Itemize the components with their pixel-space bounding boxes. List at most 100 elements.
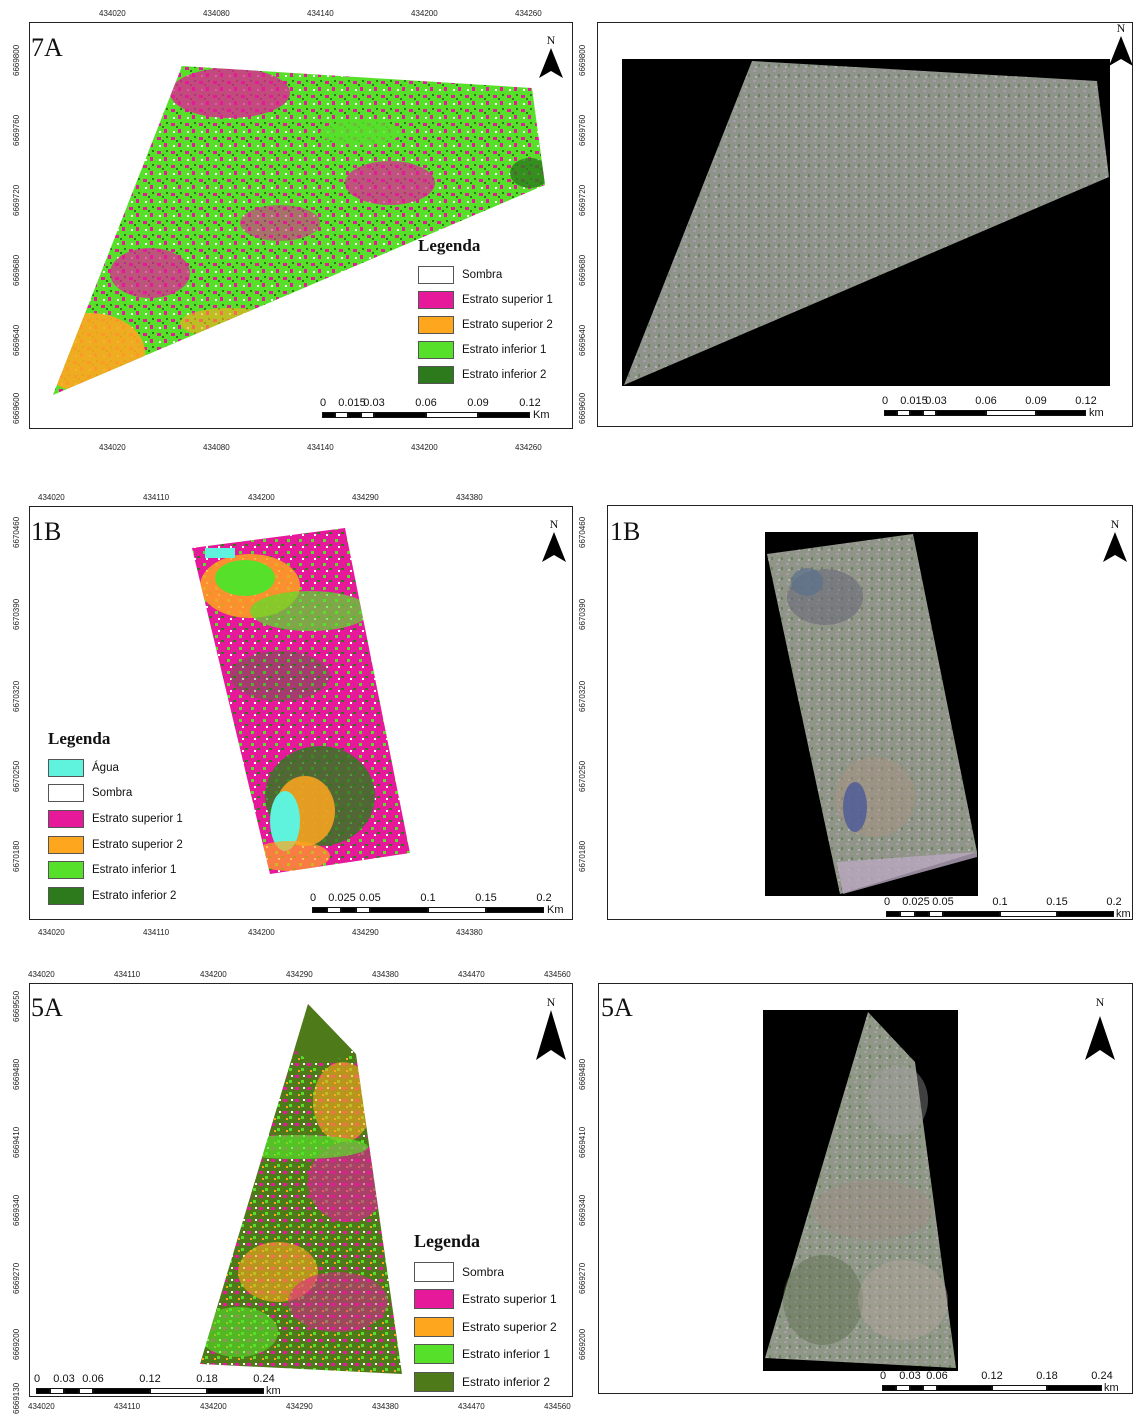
legend-item: Sombra xyxy=(414,1258,557,1286)
scale-label: 0.03 xyxy=(925,395,947,407)
scale-label: 0.025 xyxy=(902,896,930,908)
legend: Legenda Sombra Estrato superior 1 Estrat… xyxy=(418,236,553,387)
x-tick-top: 434290 xyxy=(352,493,379,502)
scale-segment xyxy=(341,907,356,913)
scale-segment xyxy=(910,410,923,416)
y-tick-right: 6670390 xyxy=(578,598,587,630)
x-tick-top: 434110 xyxy=(143,493,170,502)
x-tick-bottom: 434290 xyxy=(352,928,379,937)
x-tick-bottom: 434200 xyxy=(200,1402,227,1411)
scale-segment xyxy=(50,1388,64,1394)
legend-item: Estrato superior 2 xyxy=(414,1313,557,1341)
legend: Legenda Sombra Estrato superior 1 Estrat… xyxy=(414,1231,557,1396)
y-tick-left: 6669800 xyxy=(12,44,21,76)
x-tick-bottom: 434080 xyxy=(203,443,230,452)
scale-segment xyxy=(992,1385,1047,1391)
x-tick-top: 434260 xyxy=(515,9,542,18)
legend-item: Estrato inferior 1 xyxy=(414,1341,557,1369)
y-tick-right: 6669600 xyxy=(578,392,587,424)
scale-label: 0.2 xyxy=(1106,896,1122,908)
scale-label: 0.1 xyxy=(420,892,436,904)
legend-label: Sombra xyxy=(462,268,503,281)
x-tick-bottom: 434110 xyxy=(114,1402,141,1411)
scale-segment xyxy=(150,1388,207,1394)
y-tick-left: 6670390 xyxy=(12,598,21,630)
panel-label: 5A xyxy=(31,993,63,1022)
scale-segment xyxy=(36,1388,50,1394)
scale-bar: 0 0.03 0.06 0.12 0.18 0.24 km xyxy=(880,1370,1125,1398)
scale-label: 0.15 xyxy=(1046,896,1068,908)
legend-swatch xyxy=(418,290,454,309)
legend-item: Estrato inferior 2 xyxy=(414,1368,557,1396)
y-tick-right: 6670250 xyxy=(578,760,587,792)
scale-segment xyxy=(356,907,370,913)
scale-segment xyxy=(897,410,910,416)
y-tick-left: 6669480 xyxy=(12,1058,21,1090)
legend-label: Estrato inferior 2 xyxy=(462,368,547,381)
scale-bar: 0 0.015 0.03 0.06 0.09 0.12 Km xyxy=(320,397,560,425)
scale-unit: km xyxy=(1116,908,1131,920)
scale-segment xyxy=(896,1385,910,1391)
scale-segment xyxy=(915,911,929,917)
north-label: N xyxy=(1116,21,1126,35)
north-arrow-icon xyxy=(1103,532,1127,562)
scale-segment xyxy=(207,1388,264,1394)
x-tick-top: 434560 xyxy=(544,970,571,979)
x-tick-top: 434380 xyxy=(372,970,399,979)
scale-segment xyxy=(428,907,486,913)
scale-label: 0.18 xyxy=(1036,1370,1058,1382)
x-tick-bottom: 434470 xyxy=(458,1402,485,1411)
scale-segment xyxy=(882,1385,896,1391)
scale-label: 0 xyxy=(319,397,327,409)
x-tick-top: 434200 xyxy=(411,9,438,18)
x-tick-bottom: 434560 xyxy=(544,1402,571,1411)
y-tick-right: 6669640 xyxy=(578,324,587,356)
y-tick-left: 6669640 xyxy=(12,324,21,356)
scale-segment xyxy=(937,1385,992,1391)
north-arrow-icon xyxy=(539,48,563,78)
scale-segment xyxy=(929,911,943,917)
scale-segment xyxy=(900,911,915,917)
y-tick-right: 6670320 xyxy=(578,680,587,712)
legend-swatch xyxy=(48,784,84,803)
y-tick-left: 6669200 xyxy=(12,1328,21,1360)
north-arrow-icon xyxy=(542,532,566,562)
x-tick-bottom: 434020 xyxy=(38,928,65,937)
scale-segment xyxy=(943,911,1000,917)
y-tick-right: 6669200 xyxy=(578,1328,587,1360)
scale-segment xyxy=(884,410,897,416)
y-tick-left: 6669270 xyxy=(12,1262,21,1294)
scale-label: 0.09 xyxy=(1025,395,1047,407)
scale-label: 0.09 xyxy=(467,397,489,409)
legend-label: Estrato superior 1 xyxy=(92,812,183,825)
legend-swatch xyxy=(414,1261,454,1282)
x-tick-bottom: 434200 xyxy=(248,928,275,937)
scale-label: 0.1 xyxy=(992,896,1008,908)
scale-segment xyxy=(312,907,327,913)
y-tick-right: 6669410 xyxy=(578,1126,587,1158)
classification-map-7a xyxy=(53,66,545,395)
legend-item: Estrato superior 2 xyxy=(418,312,553,337)
y-tick-left: 6670460 xyxy=(12,516,21,548)
scale-segment xyxy=(322,412,335,418)
north-label: N xyxy=(549,517,559,531)
scale-bar: 0 0.015 0.03 0.06 0.09 0.12 km xyxy=(882,395,1122,423)
x-tick-top: 434200 xyxy=(248,493,275,502)
scale-segment xyxy=(370,907,428,913)
north-arrow: N xyxy=(536,34,566,78)
y-tick-right: 6669270 xyxy=(578,1262,587,1294)
north-arrow: N xyxy=(1106,22,1133,66)
scale-segment xyxy=(79,1388,93,1394)
y-tick-left: 6670320 xyxy=(12,680,21,712)
x-tick-bottom: 434380 xyxy=(456,928,483,937)
legend-swatch xyxy=(418,315,454,334)
scale-unit: km xyxy=(1104,1382,1119,1394)
scale-label: 0 xyxy=(883,896,891,908)
x-tick-top: 434080 xyxy=(203,9,230,18)
legend-item: Água xyxy=(48,755,183,781)
scale-label: 0.025 xyxy=(328,892,356,904)
north-arrow: N xyxy=(536,996,566,1060)
scale-segment xyxy=(374,412,426,418)
legend-swatch xyxy=(414,1371,454,1392)
legend-label: Água xyxy=(92,761,119,774)
